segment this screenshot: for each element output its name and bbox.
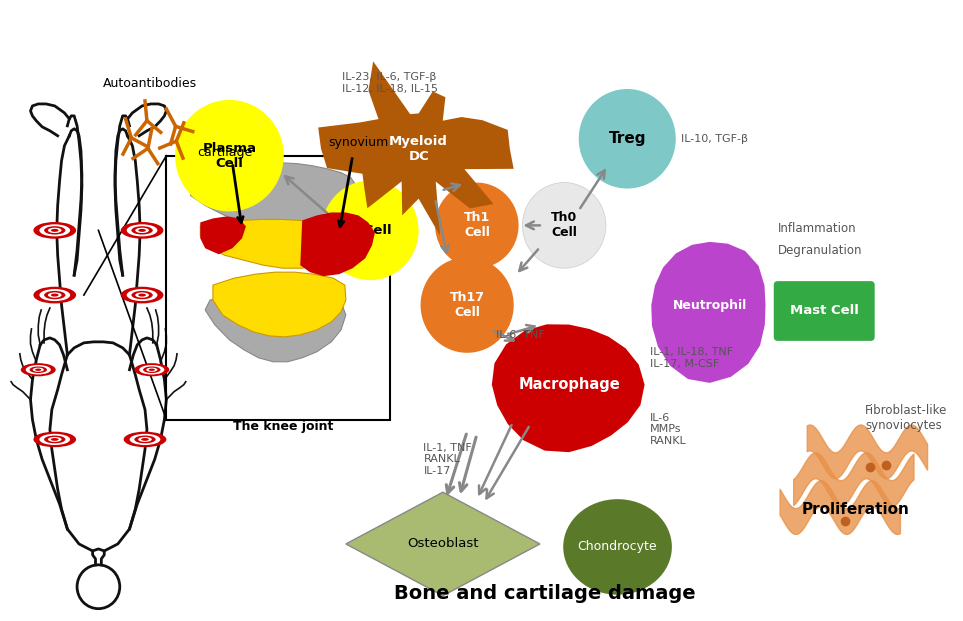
Ellipse shape xyxy=(138,437,152,442)
Polygon shape xyxy=(651,242,766,383)
Text: Myeloid
DC: Myeloid DC xyxy=(389,135,448,163)
Text: B-Cell: B-Cell xyxy=(349,224,392,237)
Polygon shape xyxy=(318,61,513,236)
Text: Inflammation: Inflammation xyxy=(778,222,856,235)
Ellipse shape xyxy=(39,224,70,237)
Text: Osteoblast: Osteoblast xyxy=(407,537,479,550)
Ellipse shape xyxy=(51,438,59,441)
Text: Degranulation: Degranulation xyxy=(778,244,862,256)
Ellipse shape xyxy=(51,294,59,297)
Ellipse shape xyxy=(123,432,167,447)
Polygon shape xyxy=(200,217,246,254)
Circle shape xyxy=(435,183,518,268)
Text: Th17
Cell: Th17 Cell xyxy=(450,291,484,319)
Text: Bone and cartilage damage: Bone and cartilage damage xyxy=(394,584,695,603)
Text: Th1
Cell: Th1 Cell xyxy=(464,211,490,239)
Ellipse shape xyxy=(135,228,149,233)
Ellipse shape xyxy=(131,226,153,235)
Ellipse shape xyxy=(34,222,76,238)
Text: Neutrophil: Neutrophil xyxy=(672,299,747,312)
Text: Macrophage: Macrophage xyxy=(518,377,620,392)
Polygon shape xyxy=(205,292,346,362)
Ellipse shape xyxy=(48,292,62,297)
Ellipse shape xyxy=(21,363,56,376)
Ellipse shape xyxy=(48,437,62,442)
Ellipse shape xyxy=(51,229,59,232)
Ellipse shape xyxy=(134,363,169,376)
Circle shape xyxy=(175,100,284,211)
Text: Treg: Treg xyxy=(609,131,646,147)
Ellipse shape xyxy=(139,229,146,232)
Ellipse shape xyxy=(563,499,672,595)
Ellipse shape xyxy=(120,222,164,238)
Ellipse shape xyxy=(134,435,156,443)
Text: IL-1, IL-18, TNF
IL-17, M-CSF: IL-1, IL-18, TNF IL-17, M-CSF xyxy=(650,347,733,369)
Ellipse shape xyxy=(131,291,153,299)
Ellipse shape xyxy=(127,289,158,301)
Text: Chondrocyte: Chondrocyte xyxy=(578,540,658,553)
Ellipse shape xyxy=(39,289,70,301)
Ellipse shape xyxy=(142,438,149,441)
Ellipse shape xyxy=(127,224,158,237)
Polygon shape xyxy=(191,163,355,225)
Ellipse shape xyxy=(120,287,164,304)
Text: Fibroblast-like
synoviocytes: Fibroblast-like synoviocytes xyxy=(865,404,948,432)
Text: Plasma
Cell: Plasma Cell xyxy=(202,142,256,170)
Ellipse shape xyxy=(35,368,41,371)
Text: cartilage: cartilage xyxy=(197,146,252,159)
Polygon shape xyxy=(492,324,644,452)
Text: The knee joint: The knee joint xyxy=(233,420,333,432)
Ellipse shape xyxy=(30,366,47,373)
Text: IL-6
MMPs
RANKL: IL-6 MMPs RANKL xyxy=(650,413,687,446)
Text: IL-23, IL-6, TGF-β
IL-12, IL-18, IL-15: IL-23, IL-6, TGF-β IL-12, IL-18, IL-15 xyxy=(342,72,437,94)
Ellipse shape xyxy=(34,287,76,304)
Text: IL-6, TNF: IL-6, TNF xyxy=(496,330,545,340)
Ellipse shape xyxy=(48,228,62,233)
Circle shape xyxy=(421,257,513,353)
Polygon shape xyxy=(346,492,540,596)
Ellipse shape xyxy=(135,292,149,297)
Ellipse shape xyxy=(39,434,70,445)
Text: IL-1, TNF
RANKL
IL-17: IL-1, TNF RANKL IL-17 xyxy=(424,443,472,476)
Text: Autoantibodies: Autoantibodies xyxy=(103,76,197,89)
FancyBboxPatch shape xyxy=(773,281,874,341)
Text: Th0
Cell: Th0 Cell xyxy=(551,211,577,239)
Ellipse shape xyxy=(148,368,155,371)
Text: synovium: synovium xyxy=(328,136,389,148)
Ellipse shape xyxy=(34,432,76,447)
Polygon shape xyxy=(213,272,346,337)
Ellipse shape xyxy=(44,435,65,443)
Ellipse shape xyxy=(146,368,157,372)
Ellipse shape xyxy=(44,291,65,299)
Ellipse shape xyxy=(143,366,161,373)
Ellipse shape xyxy=(33,368,44,372)
Circle shape xyxy=(322,181,419,280)
Ellipse shape xyxy=(44,226,65,235)
Polygon shape xyxy=(200,219,351,268)
Text: Mast Cell: Mast Cell xyxy=(790,304,859,317)
Ellipse shape xyxy=(140,365,165,374)
Text: Proliferation: Proliferation xyxy=(801,502,909,517)
Ellipse shape xyxy=(26,365,51,374)
Polygon shape xyxy=(300,212,375,276)
Ellipse shape xyxy=(130,434,161,445)
Ellipse shape xyxy=(139,294,146,297)
Circle shape xyxy=(523,183,606,268)
Circle shape xyxy=(579,89,676,189)
Text: IL-10, TGF-β: IL-10, TGF-β xyxy=(681,134,747,144)
